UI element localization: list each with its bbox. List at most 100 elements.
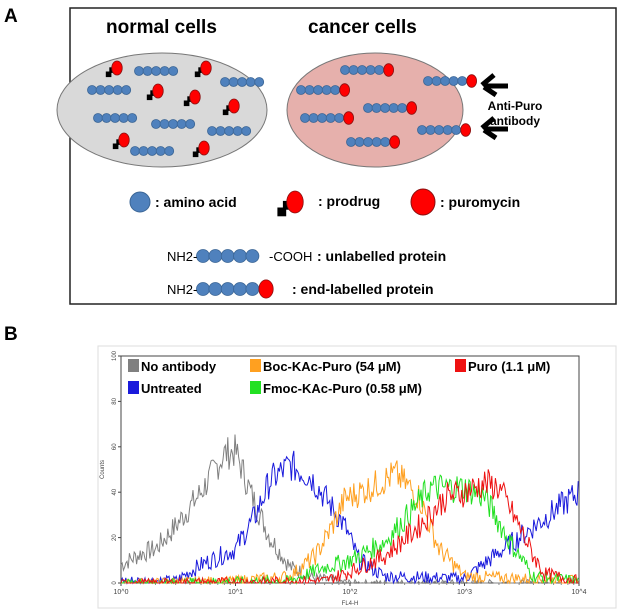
amino-acid-bead bbox=[130, 146, 140, 156]
amino-acid-bead bbox=[237, 77, 248, 87]
amino-acid-bead bbox=[354, 137, 365, 147]
labelled-protein-chain bbox=[340, 63, 394, 77]
amino-acid-bead bbox=[440, 76, 451, 86]
amino-acid-bead bbox=[325, 113, 336, 123]
amino-acid-bead bbox=[241, 126, 252, 136]
amino-acid-bead bbox=[371, 137, 382, 147]
labelled-protein-chain bbox=[423, 74, 477, 88]
unlabelled-nterm: NH2- bbox=[167, 249, 197, 264]
amino-acid-bead bbox=[127, 113, 138, 123]
amino-acid-bead bbox=[363, 137, 374, 147]
panel-b-label: B bbox=[4, 324, 18, 345]
prodrug-icon bbox=[112, 132, 130, 150]
puromycin-end bbox=[389, 135, 400, 149]
amino-acid-bead bbox=[308, 113, 319, 123]
amino-acid-bead bbox=[164, 146, 175, 156]
amino-acid-bead bbox=[159, 66, 170, 76]
amino-acid-bead bbox=[340, 65, 350, 75]
amino-acid-bead bbox=[208, 249, 223, 263]
unlabelled-protein-chain bbox=[207, 126, 252, 136]
legend-swatch bbox=[128, 381, 139, 394]
amino-acid-bead bbox=[423, 76, 433, 86]
amino-acid-bead bbox=[233, 249, 247, 263]
prodrug-legend-icon bbox=[277, 190, 304, 217]
x-tick-label: 10^3 bbox=[457, 589, 472, 596]
amino-acid-bead bbox=[104, 85, 114, 95]
endlabelled-nterm: NH2- bbox=[167, 282, 197, 297]
amino-acid-bead bbox=[233, 282, 247, 296]
amino-acid-bead bbox=[118, 113, 129, 123]
amino-acid-bead bbox=[365, 65, 376, 75]
amino-acid-bead bbox=[110, 113, 120, 123]
amino-acid-bead bbox=[220, 282, 235, 296]
antibody-icon bbox=[480, 116, 508, 141]
amino-acid-bead bbox=[138, 146, 149, 156]
puromycin-end bbox=[406, 101, 417, 115]
anti-puro-antibody bbox=[480, 116, 508, 141]
x-tick-label: 10^4 bbox=[572, 589, 587, 596]
protecting-group-block bbox=[194, 71, 201, 78]
puromycin-end bbox=[383, 63, 394, 77]
amino-acid-bead bbox=[346, 137, 356, 147]
unlabelled-protein-chain bbox=[130, 146, 175, 156]
amino-acid-bead bbox=[155, 146, 166, 156]
prodrug-icon bbox=[222, 98, 240, 116]
amino-acid-bead bbox=[451, 125, 462, 135]
amino-acid-bead bbox=[228, 77, 239, 87]
unlabelled-protein-chain bbox=[93, 113, 138, 123]
labelled-protein-chain bbox=[417, 123, 471, 137]
series-line-untreated bbox=[120, 450, 579, 585]
x-tick-label: 10^2 bbox=[343, 589, 358, 596]
normal-cells-title: normal cells bbox=[106, 17, 217, 38]
legend-swatch bbox=[250, 359, 261, 372]
amino-acid-bead bbox=[245, 282, 260, 296]
amino-acid-bead bbox=[134, 66, 144, 76]
amino-acid-bead bbox=[245, 77, 256, 87]
diagram-molecules bbox=[87, 60, 508, 299]
amino-acid-bead bbox=[431, 76, 442, 86]
unlabelled-protein-chain bbox=[220, 77, 265, 87]
series-line-puro bbox=[120, 469, 579, 585]
legend-puromycin-text: : puromycin bbox=[440, 194, 520, 210]
amino-acid-bead bbox=[208, 282, 223, 296]
amino-acid-bead bbox=[425, 125, 436, 135]
puromycin-legend-icon bbox=[410, 188, 436, 216]
series-line-fmoc-kac-puro bbox=[120, 474, 579, 585]
amino-acid-bead bbox=[159, 119, 170, 129]
amino-acid-bead bbox=[185, 119, 196, 129]
prodrug-icon bbox=[183, 89, 201, 107]
amino-acid-bead bbox=[232, 126, 243, 136]
puromycin-core bbox=[152, 83, 164, 99]
amino-acid-bead bbox=[215, 126, 226, 136]
y-tick-label: 60 bbox=[112, 443, 118, 450]
legend-label: Boc-KAc-Puro (54 μM) bbox=[263, 359, 401, 374]
amino-acid-bead bbox=[348, 65, 359, 75]
amino-acid-bead bbox=[220, 77, 230, 87]
unlabelled-protein-example bbox=[196, 249, 260, 263]
endlabelled-protein-text: : end-labelled protein bbox=[292, 281, 434, 297]
amino-acid-bead bbox=[374, 65, 385, 75]
endlabelled-protein-example bbox=[196, 279, 274, 299]
anti-puro-antibody bbox=[480, 73, 508, 98]
amino-acid-bead bbox=[334, 113, 345, 123]
legend-label: Puro (1.1 μM) bbox=[468, 359, 550, 374]
unlabelled-cterm: -COOH bbox=[269, 249, 312, 264]
y-tick-label: 100 bbox=[112, 350, 118, 361]
puromycin-core bbox=[118, 132, 130, 148]
amino-acid-bead bbox=[442, 125, 453, 135]
cancer-cells-title: cancer cells bbox=[308, 17, 417, 38]
puromycin-core bbox=[198, 140, 210, 156]
histogram-chart: 0 20 40 60 80 100 10^0 10^1 10^2 10^3 10^4 FL4-H Cou… bbox=[100, 350, 587, 607]
amino-acid-bead bbox=[147, 146, 158, 156]
amino-acid-bead bbox=[142, 66, 153, 76]
puromycin-core bbox=[286, 190, 304, 214]
amino-acid-bead bbox=[330, 85, 341, 95]
amino-acid-bead bbox=[380, 137, 391, 147]
labelled-protein-chain bbox=[346, 135, 400, 149]
amino-acid-bead bbox=[254, 77, 265, 87]
y-tick-label: 20 bbox=[112, 534, 118, 541]
y-tick-label: 80 bbox=[112, 397, 118, 404]
amino-acid-bead bbox=[313, 85, 324, 95]
antibody-label-line2: antibody bbox=[490, 114, 540, 128]
unlabelled-protein-text: : unlabelled protein bbox=[317, 248, 446, 264]
